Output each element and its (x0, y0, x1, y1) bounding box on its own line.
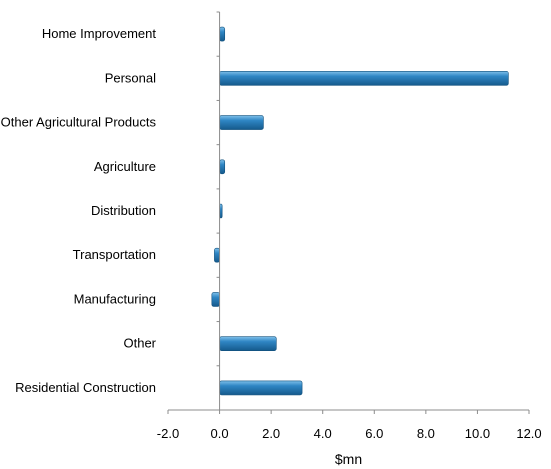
x-tick-label: 8.0 (417, 426, 435, 441)
x-axis-title: $mn (335, 451, 362, 467)
category-label: Distribution (91, 203, 156, 218)
x-tick-label: 10.0 (465, 426, 490, 441)
bar (219, 380, 303, 396)
category-label: Other (123, 336, 156, 351)
category-label: Home Improvement (42, 26, 157, 41)
bar (219, 71, 509, 86)
category-label: Other Agricultural Products (1, 115, 157, 130)
x-tick-label: 2.0 (262, 426, 280, 441)
bar (219, 26, 226, 42)
bars (211, 11, 509, 411)
category-label: Personal (105, 70, 156, 85)
bar (219, 159, 226, 175)
x-tick-label: -2.0 (157, 426, 179, 441)
category-label: Agriculture (94, 159, 156, 174)
category-label: Residential Construction (15, 380, 156, 395)
bar (211, 292, 220, 307)
bar (219, 115, 264, 130)
category-label: Manufacturing (74, 291, 156, 306)
x-tick-label: 4.0 (314, 426, 332, 441)
category-labels: Home Improvement Personal Other Agricultur… (1, 26, 157, 395)
bar (219, 336, 277, 351)
category-label: Transportation (73, 247, 156, 262)
bar (214, 247, 220, 263)
x-tick-label: 0.0 (211, 426, 229, 441)
x-axis-ticks: -2.0 0.0 2.0 4.0 6.0 8.0 10.0 12.0 (157, 410, 542, 441)
x-tick-label: 6.0 (365, 426, 383, 441)
x-tick-label: 12.0 (516, 426, 541, 441)
